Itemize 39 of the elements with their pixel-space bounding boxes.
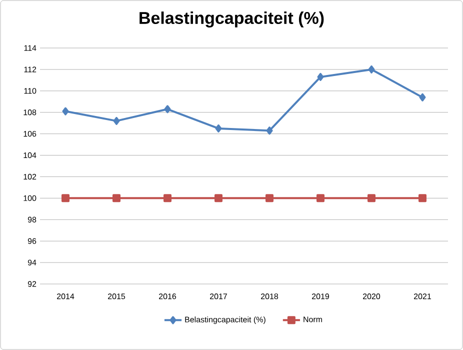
x-tick-label: 2017 xyxy=(210,294,227,300)
x-tick-label: 2020 xyxy=(363,294,380,300)
legend-label: Belastingcapaciteit (%) xyxy=(185,316,266,324)
point xyxy=(112,194,121,202)
y-tick-label: 102 xyxy=(24,174,36,180)
point xyxy=(419,93,426,102)
y-tick-label: 112 xyxy=(24,66,36,72)
x-tick-label: 2019 xyxy=(312,294,330,300)
point xyxy=(113,116,120,125)
x-tick-label: 2014 xyxy=(57,294,74,300)
y-tick-label: 104 xyxy=(24,152,36,158)
point xyxy=(214,194,222,202)
point xyxy=(215,124,222,132)
point xyxy=(62,107,69,116)
y-tick-label: 96 xyxy=(28,238,36,244)
point xyxy=(266,126,273,135)
x-tick-label: 2018 xyxy=(261,294,278,300)
y-tick-label: 98 xyxy=(28,216,36,222)
y-tick-label: 92 xyxy=(28,281,36,287)
point xyxy=(367,194,376,202)
x-tick-label: 2016 xyxy=(159,294,176,300)
y-tick-label: 94 xyxy=(28,260,36,266)
point xyxy=(316,194,324,202)
y-tick-label: 106 xyxy=(24,130,36,137)
y-tick-label: 108 xyxy=(24,110,36,116)
point xyxy=(164,105,171,114)
x-tick-label: 2015 xyxy=(108,294,126,300)
point xyxy=(418,194,426,202)
x-tick-label: 2021 xyxy=(414,294,431,300)
point xyxy=(164,194,172,202)
chart-title: Belastingcapaciteit (%) xyxy=(140,12,324,28)
y-tick-label: 110 xyxy=(24,88,36,94)
legend-label: Norm xyxy=(304,316,322,322)
point xyxy=(317,72,324,81)
point xyxy=(62,194,70,202)
point xyxy=(368,65,375,74)
y-tick-label: 100 xyxy=(24,195,36,202)
point xyxy=(266,194,274,202)
y-tick-label: 114 xyxy=(24,45,36,51)
